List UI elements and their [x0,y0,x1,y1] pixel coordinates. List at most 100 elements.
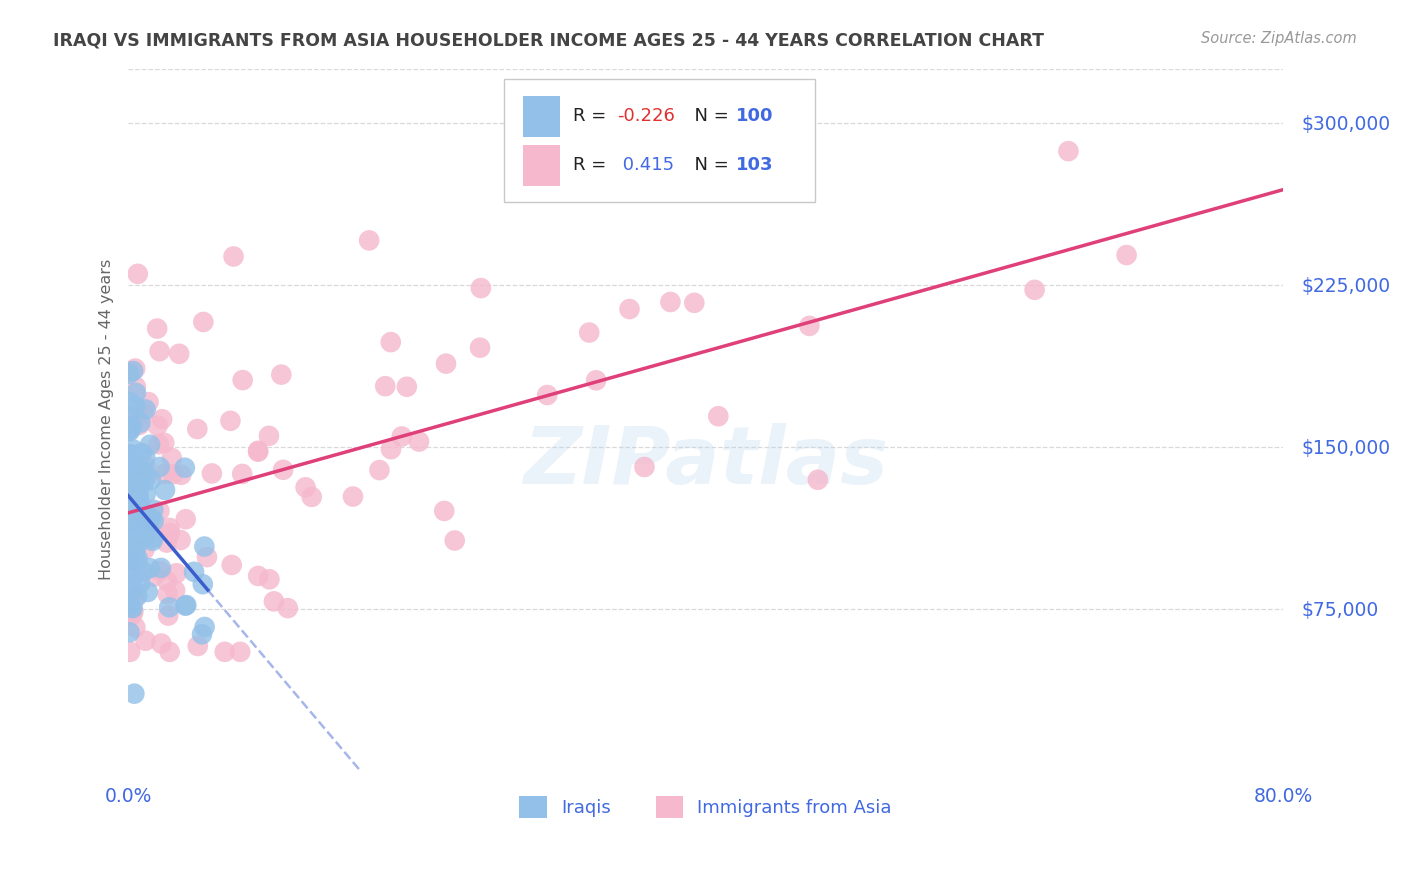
Point [132,565,155,579]
Point [134,542,156,557]
Point [124,687,146,701]
Point [191,577,214,591]
Point [132,405,155,419]
Point [136,512,159,526]
Point [165,583,187,598]
Point [127,551,149,566]
Point [139,511,162,525]
Point [799,318,821,333]
Point [139,438,162,452]
Point [169,533,191,547]
Point [121,587,143,601]
Point [186,422,208,436]
Point [585,373,607,387]
Point [153,467,176,481]
Point [121,421,143,435]
Point [408,434,430,449]
Point [120,576,142,591]
Point [118,458,141,473]
Point [156,587,179,601]
Point [294,480,316,494]
Point [150,636,173,650]
Point [120,515,142,529]
Point [380,335,402,350]
Point [536,388,558,402]
Point [134,459,156,474]
Point [128,491,150,505]
Point [128,525,150,540]
Point [125,522,148,536]
Point [134,450,156,465]
Point [127,474,149,488]
Point [247,443,270,458]
Point [118,395,141,409]
Point [135,487,157,501]
Point [125,479,148,493]
Point [122,605,145,619]
Point [619,301,641,316]
Point [120,464,142,478]
Point [122,364,145,378]
Point [125,385,148,400]
Point [121,601,143,615]
Point [120,364,142,378]
Point [141,532,163,546]
Point [118,487,141,501]
FancyBboxPatch shape [503,79,815,202]
Point [134,472,156,486]
Point [134,505,156,519]
Point [247,569,270,583]
Point [124,454,146,468]
Point [118,491,141,505]
Point [174,599,197,613]
Point [120,508,142,523]
Point [380,442,402,457]
Point [395,380,418,394]
Point [191,627,214,641]
Text: 103: 103 [735,156,773,174]
Point [263,594,285,608]
Point [120,538,142,552]
Text: Source: ZipAtlas.com: Source: ZipAtlas.com [1201,31,1357,46]
Text: ZIPatlas: ZIPatlas [523,423,889,500]
Point [131,506,153,520]
Point [187,639,209,653]
Point [193,315,215,329]
Point [118,457,141,471]
Point [129,472,152,486]
Point [124,361,146,376]
Point [156,574,179,588]
Point [121,583,143,598]
Point [124,590,146,604]
Text: 100: 100 [735,106,773,125]
Point [247,444,270,458]
Point [127,267,149,281]
Point [118,625,141,640]
Point [127,491,149,505]
Point [131,470,153,484]
Point [391,429,413,443]
Point [120,557,142,571]
Point [148,504,170,518]
Point [277,601,299,615]
Point [142,533,165,548]
Point [150,412,173,426]
Point [183,565,205,579]
Point [132,465,155,479]
Point [121,554,143,568]
Point [176,598,198,612]
Point [121,532,143,546]
Point [301,490,323,504]
Point [120,645,142,659]
Point [129,519,152,533]
Point [118,367,141,381]
Point [468,341,491,355]
Point [159,521,181,535]
Point [201,467,224,481]
Point [120,521,142,535]
Point [132,506,155,520]
Point [120,550,142,565]
Point [149,564,172,578]
Point [141,515,163,529]
Point [121,418,143,433]
